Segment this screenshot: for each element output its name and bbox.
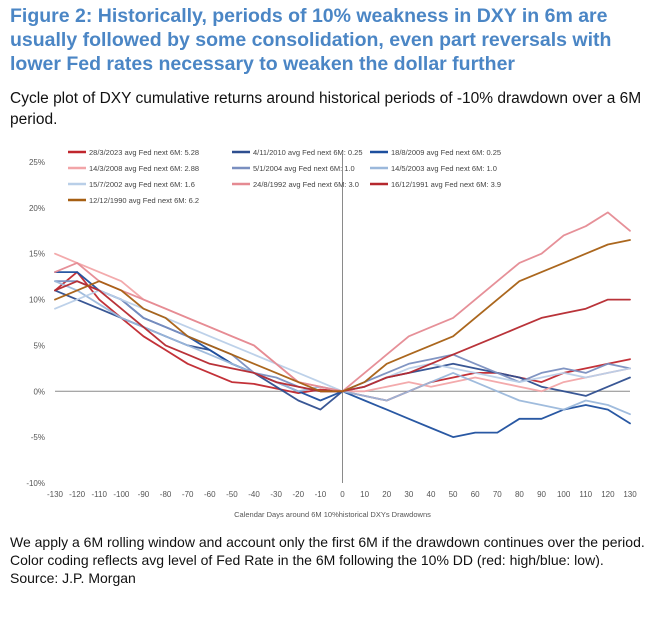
legend-label: 12/12/1990 avg Fed next 6M: 6.2	[89, 196, 199, 205]
y-tick-label: 25%	[29, 158, 45, 167]
legend-label: 16/12/1991 avg Fed next 6M: 3.9	[391, 180, 501, 189]
x-tick-label: -10	[315, 490, 327, 499]
legend-label: 18/8/2009 avg Fed next 6M: 0.25	[391, 148, 501, 157]
x-tick-label: -20	[292, 490, 304, 499]
x-tick-label: 130	[623, 490, 637, 499]
x-tick-label: -90	[138, 490, 150, 499]
y-tick-label: 20%	[29, 204, 45, 213]
source-text: Source: J.P. Morgan	[10, 570, 136, 586]
x-tick-label: 30	[404, 490, 413, 499]
x-tick-label: 0	[340, 490, 345, 499]
note-rolling-window: We apply a 6M rolling window and account…	[10, 534, 645, 550]
y-tick-label: 0%	[33, 387, 45, 396]
legend-label: 14/3/2008 avg Fed next 6M: 2.88	[89, 164, 199, 173]
x-tick-label: 80	[515, 490, 524, 499]
y-tick-label: 5%	[33, 341, 45, 350]
chart-notes: We apply a 6M rolling window and account…	[10, 533, 665, 587]
x-tick-label: 90	[537, 490, 546, 499]
legend-label: 5/1/2004 avg Fed next 6M: 1.0	[253, 164, 355, 173]
y-tick-label: 15%	[29, 250, 45, 259]
x-tick-label: -110	[92, 490, 108, 499]
x-tick-label: -40	[248, 490, 260, 499]
x-tick-label: -120	[69, 490, 86, 499]
x-tick-label: 10	[360, 490, 369, 499]
y-tick-label: 10%	[29, 296, 45, 305]
x-tick-label: 40	[427, 490, 436, 499]
x-tick-label: 20	[382, 490, 391, 499]
dxy-cycle-chart: -10%-5%0%5%10%15%20%25%-130 -120 -110 -100-…	[26, 148, 637, 519]
legend-label: 14/5/2003 avg Fed next 6M: 1.0	[391, 164, 497, 173]
x-tick-label: -70	[182, 490, 194, 499]
series-line-10	[54, 239, 631, 393]
x-tick-label: 50	[449, 490, 458, 499]
legend-label: 24/8/1992 avg Fed next 6M: 3.0	[253, 180, 359, 189]
x-tick-label: 110	[579, 490, 592, 499]
x-tick-label: 60	[471, 490, 480, 499]
legend-label: 4/11/2010 avg Fed next 6M: 0.25	[253, 148, 363, 157]
y-tick-label: -10%	[26, 479, 45, 488]
figure-title: Figure 2: Historically, periods of 10% w…	[10, 5, 612, 75]
legend: 28/3/2023 avg Fed next 6M: 5.28 4/11/2010…	[68, 148, 501, 205]
y-tick-label: -5%	[31, 433, 45, 442]
legend-label: 28/3/2023 avg Fed next 6M: 5.28	[89, 148, 199, 157]
x-tick-label: -130	[47, 490, 64, 499]
x-tick-label: -50	[226, 490, 238, 499]
series-lines	[54, 211, 631, 438]
x-tick-label: -30	[270, 490, 282, 499]
x-tick-label: -60	[204, 490, 216, 499]
x-tick-label: 100	[557, 490, 571, 499]
note-color-coding: Color coding reflects avg level of Fed R…	[10, 552, 604, 568]
x-tick-label: -80	[160, 490, 172, 499]
legend-label: 15/7/2002 avg Fed next 6M: 1.6	[89, 180, 195, 189]
x-axis-title: Calendar Days around 6M 10%historical DX…	[234, 510, 431, 519]
x-tick-label: -100	[113, 490, 130, 499]
figure-subtitle: Cycle plot of DXY cumulative returns aro…	[10, 90, 642, 128]
x-tick-label: 120	[601, 490, 615, 499]
x-tick-label: 70	[493, 490, 502, 499]
